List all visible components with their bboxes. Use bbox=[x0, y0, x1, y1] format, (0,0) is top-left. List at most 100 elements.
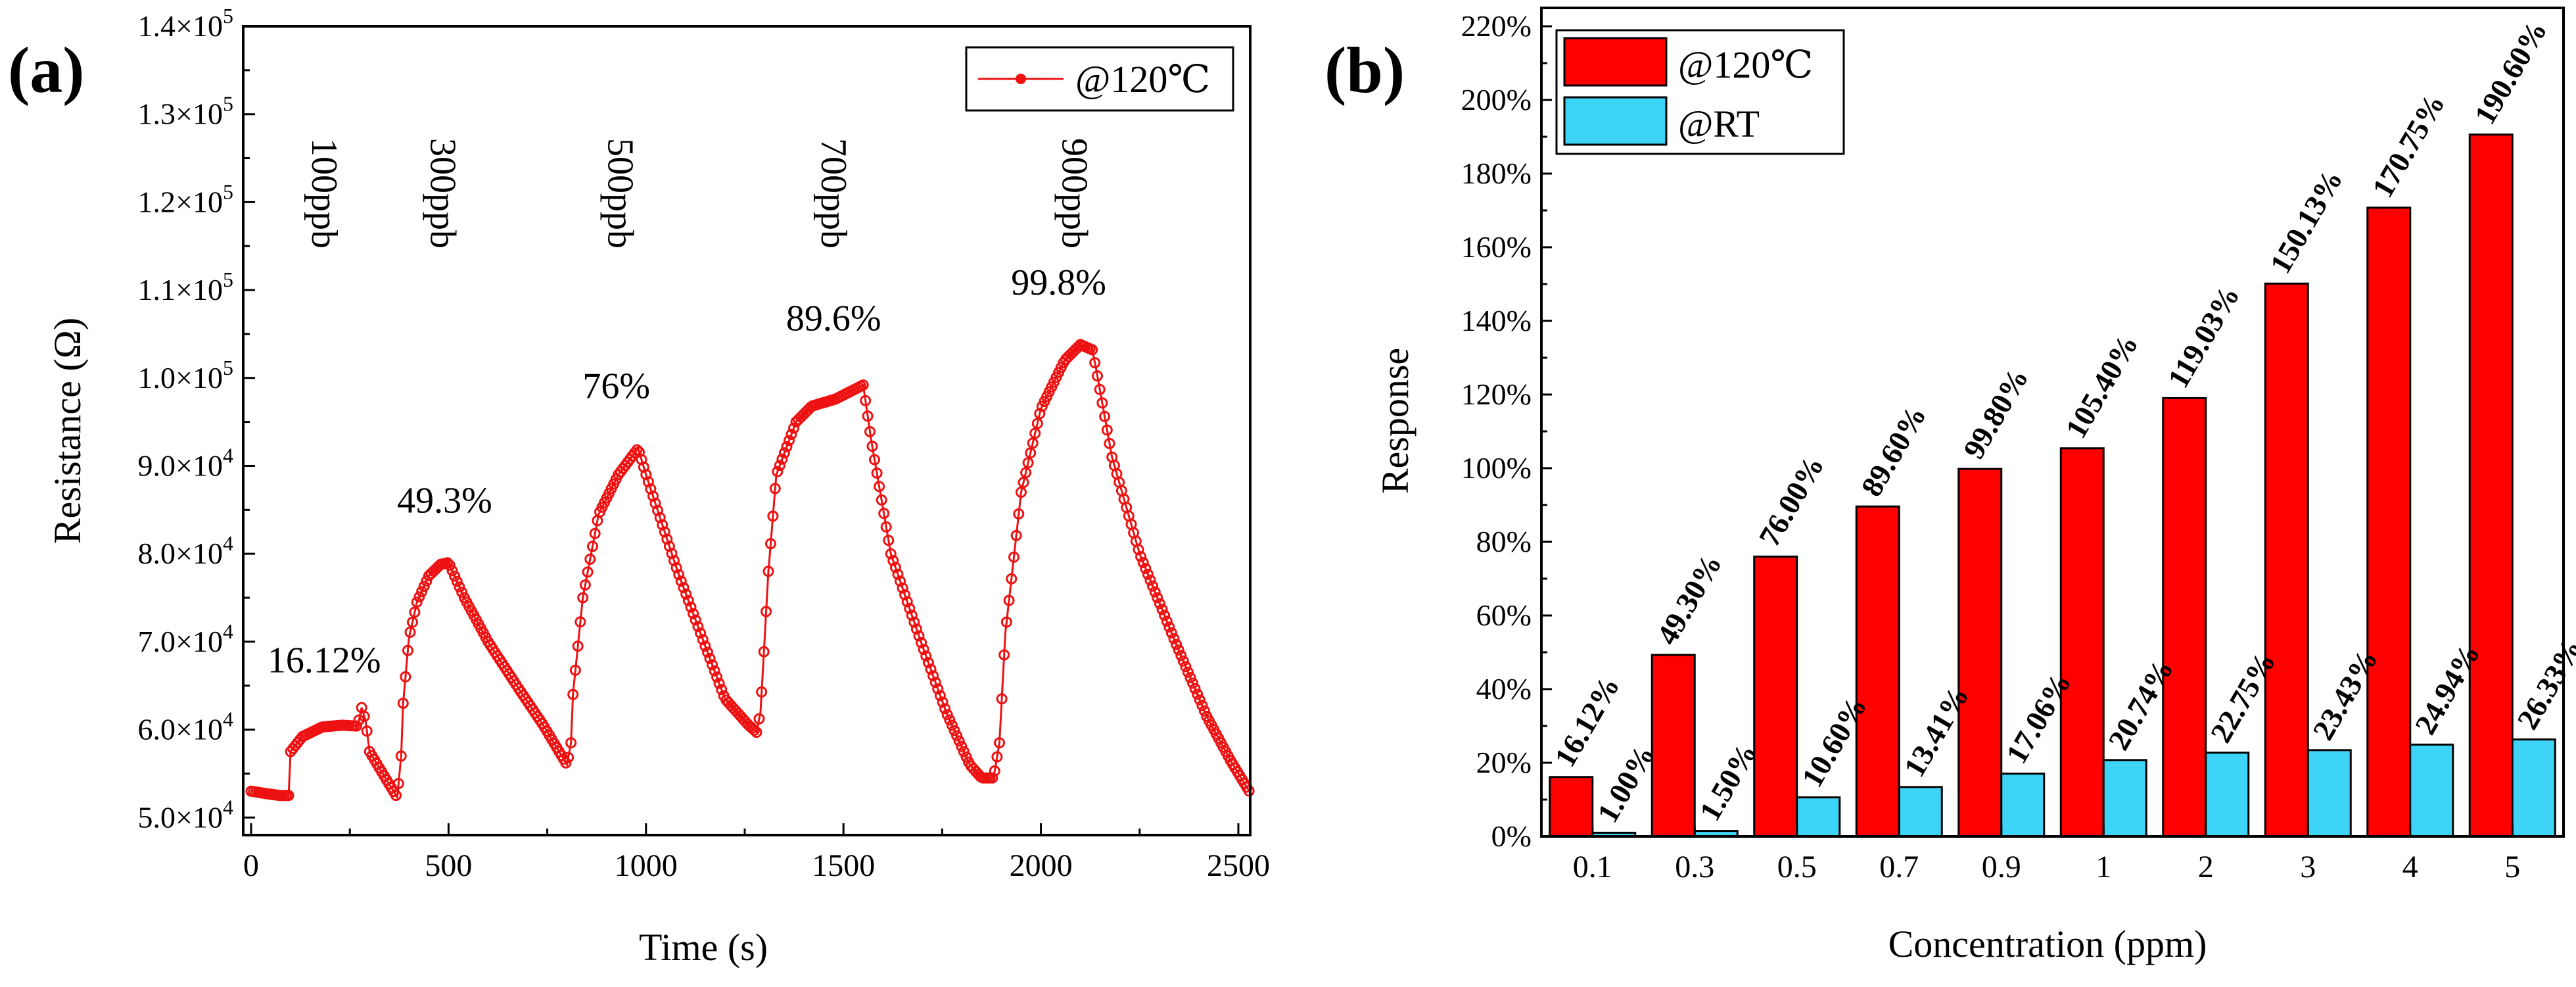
panel-a-data-point bbox=[784, 435, 795, 446]
panel-a-data-point bbox=[871, 468, 883, 479]
panel-a-data-point bbox=[350, 720, 362, 732]
panel-b-bar-120c bbox=[1855, 505, 1900, 838]
panel-b-x-tick-label: 0.1 bbox=[1573, 850, 1612, 884]
panel-a-data-point bbox=[1135, 551, 1147, 563]
panel-b-bar-120c bbox=[2162, 397, 2207, 838]
panel-a-data-point bbox=[685, 601, 697, 613]
panel-a-data-point bbox=[409, 606, 421, 618]
panel-a-data-point bbox=[400, 671, 411, 683]
panel-a-data-point bbox=[1194, 694, 1206, 706]
panel-a-data-point bbox=[887, 555, 899, 567]
panel-a-data-point bbox=[998, 649, 1010, 661]
panel-a-data-point bbox=[416, 586, 428, 598]
panel-a-data-point bbox=[663, 541, 675, 552]
panel-a-data-point bbox=[1020, 467, 1032, 479]
panel-b-bar-label-120c: 170.75% bbox=[2366, 88, 2451, 203]
panel-a-data-point bbox=[392, 778, 404, 790]
panel-a-data-point bbox=[913, 630, 925, 642]
panel-a-data-point bbox=[927, 670, 939, 682]
panel-b-bar-label-120c: 76.00% bbox=[1752, 450, 1831, 552]
panel-a-x-tick-label: 0 bbox=[243, 848, 259, 883]
panel-a-data-point bbox=[1025, 447, 1037, 459]
panel-a-data-point bbox=[404, 627, 416, 638]
panel-b-bars bbox=[1549, 133, 2556, 838]
panel-b-bar-rt bbox=[2205, 752, 2250, 838]
panel-a-data-point bbox=[1101, 424, 1113, 436]
panel-a-response-annotation: 89.6% bbox=[786, 299, 881, 339]
panel-a-data-point bbox=[442, 557, 454, 569]
panel-a-data-point bbox=[390, 790, 402, 802]
panel-a-data-point bbox=[941, 709, 953, 721]
panel-a-x-tick-label: 1000 bbox=[615, 848, 678, 883]
panel-a-data-point bbox=[1137, 557, 1149, 568]
panel-b-x-axis: 0.1 0.3 0.5 0.7 0.9 1 2 3 4 5 bbox=[1573, 826, 2520, 884]
panel-a-data-point bbox=[645, 483, 657, 495]
panel-a-data-point bbox=[1142, 568, 1154, 580]
panel-b-bar-rt bbox=[2409, 743, 2454, 838]
panel-a-data-point bbox=[1187, 677, 1199, 689]
panel-b-response-bar-chart: (b) 0.1 0.3 0.5 0.7 0.9 1 2 3 4 5 0% 20% 40% 60% 80% 1… bbox=[1324, 7, 2576, 965]
panel-a-y-tick-label: 7.0×104 bbox=[138, 619, 233, 658]
panel-b-bar-label-rt: 26.33% bbox=[2510, 633, 2576, 735]
panel-a-data-point bbox=[361, 725, 373, 737]
panel-a-x-axis-title: Time (s) bbox=[639, 926, 768, 969]
panel-a-data-point bbox=[713, 677, 725, 689]
panel-b-bar-rt bbox=[2307, 749, 2352, 838]
panel-a-data-point bbox=[946, 719, 958, 731]
panel-a-data-point bbox=[1031, 418, 1043, 429]
panel-a-data-point bbox=[874, 481, 885, 493]
panel-a-data-point bbox=[937, 696, 948, 708]
panel-a-data-point bbox=[1096, 397, 1108, 409]
panel-a-data-point bbox=[454, 581, 465, 593]
panel-b-bar-label-120c: 105.40% bbox=[2059, 329, 2144, 444]
panel-a-data-point bbox=[769, 483, 781, 494]
panel-b-bar-120c bbox=[1753, 555, 1798, 838]
panel-a-data-point bbox=[916, 637, 927, 648]
panel-a-y-axis: 5.0×104 6.0×104 7.0×104 8.0×104 9.0×104 1.0×1… bbox=[138, 4, 255, 834]
panel-a-data-point bbox=[876, 494, 887, 506]
panel-a-data-point bbox=[987, 772, 998, 784]
panel-a-data-point bbox=[1196, 700, 1208, 711]
panel-a-legend: @120℃ bbox=[965, 46, 1234, 112]
panel-a-data-point bbox=[778, 447, 790, 459]
panel-a-data-point bbox=[880, 521, 892, 533]
panel-a-data-point bbox=[991, 751, 1003, 763]
panel-a-y-tick-label: 9.0×104 bbox=[138, 443, 233, 482]
panel-b-label: (b) bbox=[1324, 34, 1405, 107]
panel-a-data-point bbox=[668, 555, 680, 567]
panel-a-response-annotation: 49.3% bbox=[397, 480, 492, 521]
panel-b-y-axis-title: Response bbox=[1374, 348, 1417, 494]
panel-b-y-tick-label: 200% bbox=[1461, 83, 1532, 116]
panel-a-data-point bbox=[631, 444, 643, 456]
panel-a-data-point bbox=[670, 562, 682, 573]
panel-a-data-point bbox=[989, 765, 1000, 777]
panel-b-bar-120c bbox=[2264, 282, 2309, 838]
panel-a-label: (a) bbox=[8, 34, 85, 107]
panel-b-x-tick-label: 3 bbox=[2300, 850, 2316, 884]
panel-a-data-point bbox=[1008, 551, 1019, 563]
panel-a-data-point bbox=[1099, 410, 1111, 422]
panel-b-frame bbox=[1540, 7, 2565, 838]
panel-a-data-point bbox=[910, 623, 922, 635]
panel-a-data-point bbox=[690, 614, 701, 626]
panel-a-data-point bbox=[446, 565, 458, 577]
panel-a-data-point bbox=[1159, 610, 1171, 621]
panel-a-data-point bbox=[563, 752, 574, 763]
panel-a-data-point bbox=[1171, 638, 1183, 650]
panel-a-data-point bbox=[918, 644, 929, 656]
panel-a-data-point bbox=[699, 640, 711, 652]
panel-a-data-point bbox=[756, 686, 768, 698]
panel-a-y-tick-label: 1.1×105 bbox=[138, 268, 233, 306]
panel-a-data-point bbox=[1175, 650, 1187, 662]
panel-a-data-point bbox=[920, 650, 932, 662]
panel-a-data-point bbox=[1149, 586, 1161, 598]
panel-a-data-point bbox=[413, 591, 425, 603]
panel-a-response-annotation: 76% bbox=[582, 366, 650, 407]
panel-b-y-axis: 0% 20% 40% 60% 80% 100% 120% 140% 160% 180% 200% 22… bbox=[1461, 9, 1552, 853]
panel-a-y-tick-label: 5.0×104 bbox=[138, 795, 233, 834]
panel-a-data-point bbox=[418, 581, 430, 592]
panel-a-data-point bbox=[1165, 627, 1177, 638]
panel-b-bar-120c bbox=[1651, 654, 1696, 838]
panel-a-data-point bbox=[642, 476, 654, 488]
